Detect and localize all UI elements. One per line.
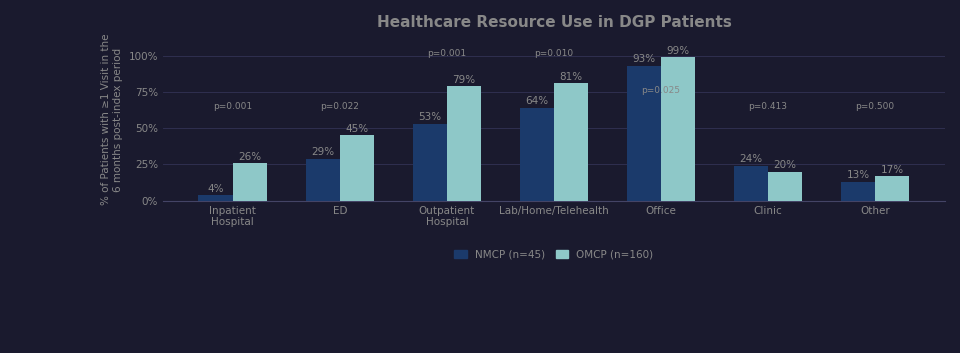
Text: p=0.001: p=0.001 (213, 102, 252, 111)
Text: p=0.500: p=0.500 (855, 102, 895, 111)
Text: 53%: 53% (419, 112, 442, 122)
Legend: NMCP (n=45), OMCP (n=160): NMCP (n=45), OMCP (n=160) (450, 246, 658, 264)
Text: p=0.010: p=0.010 (535, 49, 573, 58)
Bar (627, 66, 661, 201)
Bar (554, 83, 588, 201)
Text: 17%: 17% (880, 164, 904, 175)
Bar (733, 166, 768, 201)
Bar (876, 176, 909, 201)
Bar (661, 57, 695, 201)
Bar (841, 182, 876, 201)
Text: 79%: 79% (452, 74, 475, 85)
Bar (305, 159, 340, 201)
Text: 24%: 24% (739, 155, 762, 164)
Bar (232, 163, 267, 201)
Text: 26%: 26% (238, 151, 261, 162)
Text: 81%: 81% (560, 72, 583, 82)
Bar (413, 124, 447, 201)
Bar (199, 195, 232, 201)
Text: 93%: 93% (633, 54, 656, 64)
Text: 29%: 29% (311, 147, 334, 157)
Text: 13%: 13% (847, 170, 870, 180)
Bar (340, 136, 374, 201)
Title: Healthcare Resource Use in DGP Patients: Healthcare Resource Use in DGP Patients (376, 15, 732, 30)
Y-axis label: % of Patients with ≥1 Visit in the
6 months post-index period: % of Patients with ≥1 Visit in the 6 mon… (102, 34, 123, 205)
Text: 45%: 45% (346, 124, 369, 134)
Text: p=0.413: p=0.413 (749, 102, 787, 111)
Bar (447, 86, 481, 201)
Text: 4%: 4% (207, 184, 224, 193)
Text: 99%: 99% (666, 46, 689, 55)
Text: p=0.022: p=0.022 (321, 102, 359, 111)
Text: 64%: 64% (525, 96, 548, 106)
Text: p=0.025: p=0.025 (641, 86, 681, 95)
Bar (519, 108, 554, 201)
Text: p=0.001: p=0.001 (427, 49, 467, 58)
Text: 20%: 20% (774, 160, 797, 170)
Bar (768, 172, 803, 201)
